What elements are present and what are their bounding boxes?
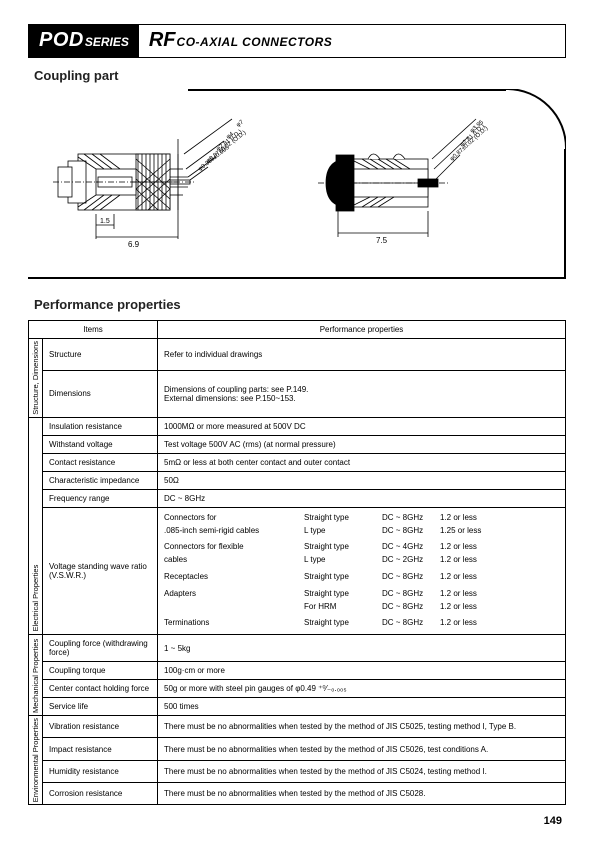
item-servicelife: Service life	[43, 698, 158, 716]
val-coupforce: 1 ~ 5kg	[158, 635, 566, 662]
dim-phi7: φ7	[236, 119, 246, 129]
title-small: CO-AXIAL CONNECTORS	[177, 35, 333, 49]
right-connector-drawing: 7.5 φ0.87±0.02 (O.D.) φ2.81 (I.D.) φ3.95	[298, 99, 518, 269]
item-humidity: Humidity resistance	[43, 760, 158, 782]
left-connector-drawing: 1.5 6.9 φ0.355±0.005 φ0.87±0.02 (O.D.) φ…	[48, 99, 288, 269]
val-corrosion: There must be no abnormalities when test…	[158, 783, 566, 805]
performance-table: Items Performance properties Structure, …	[28, 320, 566, 805]
technical-drawings: 1.5 6.9 φ0.355±0.005 φ0.87±0.02 (O.D.) φ…	[28, 89, 566, 279]
vswr-l5c: DC ~ 8GHz	[382, 571, 440, 584]
brand-big: POD	[39, 29, 84, 52]
val-freqrange: DC ~ 8GHz	[158, 489, 566, 507]
item-corrosion: Corrosion resistance	[43, 783, 158, 805]
val-vibration: There must be no abnormalities when test…	[158, 716, 566, 738]
th-items: Items	[29, 321, 158, 339]
val-humidity: There must be no abnormalities when test…	[158, 760, 566, 782]
title-box: RF CO-AXIAL CONNECTORS	[139, 25, 565, 57]
item-vswr: Voltage standing wave ratio (V.S.W.R.)	[43, 507, 158, 634]
vswr-l1d: 1.2 or less	[440, 513, 477, 522]
brand-small: SERIES	[85, 35, 129, 49]
dim-7-5: 7.5	[376, 236, 388, 245]
vswr-l1b: Straight type	[304, 512, 382, 525]
section-coupling-label: Coupling part	[34, 68, 566, 83]
group-environmental: Environmental Properties	[29, 716, 43, 805]
item-dimensions: Dimensions	[43, 370, 158, 417]
vswr-l7d: 1.2 or less	[440, 602, 477, 611]
vswr-l6a: Adapters	[164, 588, 304, 601]
val-servicelife: 500 times	[158, 698, 566, 716]
drawing-top-border	[188, 89, 506, 91]
vswr-l6c: DC ~ 8GHz	[382, 588, 440, 601]
vswr-l7b: For HRM	[304, 601, 382, 614]
item-impact: Impact resistance	[43, 738, 158, 760]
vswr-l5a: Receptacles	[164, 571, 304, 584]
vswr-l1c: DC ~ 8GHz	[382, 512, 440, 525]
vswr-l3b: Straight type	[304, 541, 382, 554]
item-freqrange: Frequency range	[43, 489, 158, 507]
item-vibration: Vibration resistance	[43, 716, 158, 738]
group-electrical: Electrical Properties	[29, 417, 43, 634]
vswr-l2d: 1.25 or less	[440, 526, 481, 535]
group-mechanical: Mechanical Properties	[29, 635, 43, 716]
vswr-l6d: 1.2 or less	[440, 589, 477, 598]
vswr-l6b: Straight type	[304, 588, 382, 601]
vswr-l7c: DC ~ 8GHz	[382, 601, 440, 614]
vswr-l3a: Connectors for flexible	[164, 541, 304, 554]
val-impact: There must be no abnormalities when test…	[158, 738, 566, 760]
brand-box: POD SERIES	[29, 25, 139, 57]
vswr-l1a: Connectors for	[164, 512, 304, 525]
vswr-l8c: DC ~ 8GHz	[382, 617, 440, 630]
drawing-right-border	[564, 149, 566, 279]
val-withstand: Test voltage 500V AC (rms) (at normal pr…	[158, 435, 566, 453]
drawing-bottom-border	[28, 277, 566, 279]
val-centerhold: 50g or more with steel pin gauges of φ0.…	[158, 680, 566, 698]
val-structure: Refer to individual drawings	[158, 339, 566, 371]
section-performance-label: Performance properties	[34, 297, 566, 312]
vswr-l8b: Straight type	[304, 617, 382, 630]
val-contact: 5mΩ or less at both center contact and o…	[158, 453, 566, 471]
group-structure: Structure, Dimensions	[29, 339, 43, 418]
dim-1-5: 1.5	[100, 218, 110, 225]
vswr-l8a: Terminations	[164, 617, 304, 630]
item-structure: Structure	[43, 339, 158, 371]
item-insulation: Insulation resistance	[43, 417, 158, 435]
val-couptorque: 100g·cm or more	[158, 662, 566, 680]
vswr-l5b: Straight type	[304, 571, 382, 584]
val-dimensions: Dimensions of coupling parts: see P.149.…	[158, 370, 566, 417]
vswr-l2b: L type	[304, 525, 382, 538]
vswr-l4b: L type	[304, 554, 382, 567]
item-centerhold: Center contact holding force	[43, 680, 158, 698]
page-header: POD SERIES RF CO-AXIAL CONNECTORS	[28, 24, 566, 58]
title-big: RF	[149, 29, 176, 52]
page-number: 149	[544, 815, 562, 827]
item-coupforce: Coupling force (withdrawing force)	[43, 635, 158, 662]
vswr-l4a: cables	[164, 554, 304, 567]
th-perf: Performance properties	[158, 321, 566, 339]
vswr-l3c: DC ~ 4GHz	[382, 541, 440, 554]
item-withstand: Withstand voltage	[43, 435, 158, 453]
vswr-l2c: DC ~ 8GHz	[382, 525, 440, 538]
item-contact: Contact resistance	[43, 453, 158, 471]
vswr-l3d: 1.2 or less	[440, 542, 477, 551]
item-couptorque: Coupling torque	[43, 662, 158, 680]
vswr-l4c: DC ~ 2GHz	[382, 554, 440, 567]
item-impedance: Characteristic impedance	[43, 471, 158, 489]
vswr-l2a: .085-inch semi-rigid cables	[164, 525, 304, 538]
val-impedance: 50Ω	[158, 471, 566, 489]
vswr-l5d: 1.2 or less	[440, 572, 477, 581]
vswr-l4d: 1.2 or less	[440, 555, 477, 564]
dim-6-9: 6.9	[128, 240, 140, 249]
val-vswr: Connectors forStraight typeDC ~ 8GHz1.2 …	[158, 507, 566, 634]
val-insulation: 1000MΩ or more measured at 500V DC	[158, 417, 566, 435]
vswr-l8d: 1.2 or less	[440, 618, 477, 627]
